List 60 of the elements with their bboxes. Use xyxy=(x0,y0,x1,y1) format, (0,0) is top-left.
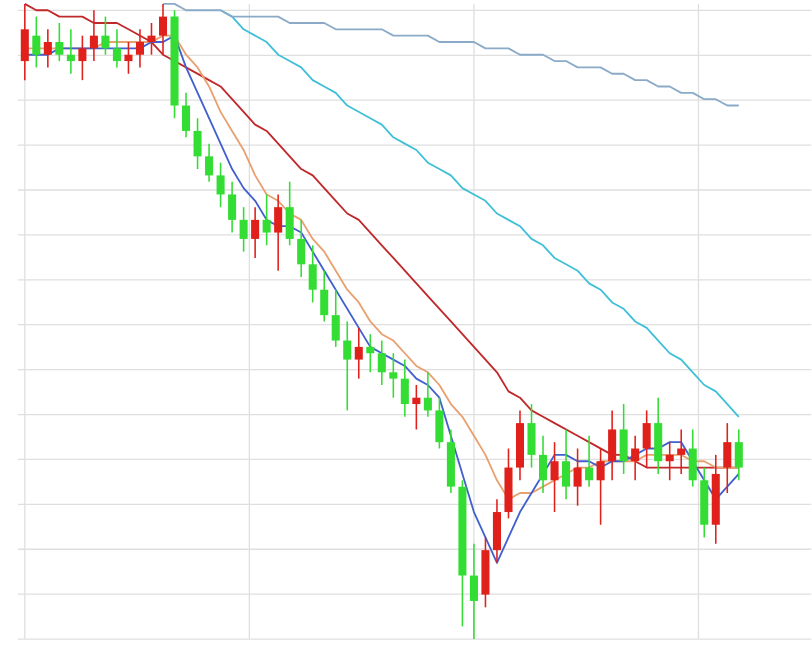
candlestick xyxy=(608,409,617,481)
candlestick xyxy=(631,434,640,481)
candlestick xyxy=(562,428,571,500)
candlestick xyxy=(251,206,260,259)
candlestick xyxy=(135,28,144,68)
candlestick xyxy=(677,428,686,475)
candlestick xyxy=(343,320,352,411)
candlestick xyxy=(55,21,64,62)
candlestick xyxy=(734,428,743,481)
candlestick xyxy=(193,117,202,170)
candlestick xyxy=(43,28,52,68)
candlestick xyxy=(504,447,513,519)
candlestick xyxy=(101,15,110,56)
candlestick xyxy=(182,91,191,138)
candlestick xyxy=(539,434,548,494)
candlestick xyxy=(124,41,133,75)
candlestick xyxy=(585,434,594,488)
candlestick xyxy=(527,403,536,469)
candlestick xyxy=(308,244,317,303)
candlestick xyxy=(654,396,663,475)
candlestick xyxy=(112,28,121,68)
candlestick xyxy=(550,441,559,513)
candlestick xyxy=(262,193,271,246)
candlestick xyxy=(573,447,582,507)
candlestick xyxy=(469,542,478,640)
candlestick xyxy=(423,371,432,418)
candlestick xyxy=(158,2,168,56)
candlestick xyxy=(665,441,674,481)
candlestick xyxy=(446,428,455,494)
candlestick xyxy=(723,422,732,494)
candlestick xyxy=(297,218,306,278)
candlestick xyxy=(412,384,421,431)
candlestick xyxy=(377,339,386,386)
candlestick xyxy=(147,21,156,56)
candlestick xyxy=(400,358,409,418)
candlestick xyxy=(642,409,651,469)
candlestick xyxy=(596,447,605,526)
candlestick xyxy=(89,9,98,62)
candlestick xyxy=(239,206,248,253)
candlestick xyxy=(354,326,363,380)
candlestick xyxy=(32,15,41,68)
candlestick xyxy=(20,2,29,81)
candlestick xyxy=(700,466,709,538)
candlestick xyxy=(366,333,375,373)
candlestick xyxy=(285,180,294,246)
candlestick xyxy=(492,498,501,564)
candlestick xyxy=(274,193,283,272)
candlestick xyxy=(216,161,225,208)
candlestick xyxy=(205,142,214,183)
candlestick xyxy=(688,428,697,488)
candlestick xyxy=(435,396,444,450)
candlestick xyxy=(481,536,490,608)
candlestick xyxy=(66,28,75,75)
candlestick xyxy=(78,34,87,81)
candlestick xyxy=(389,352,398,399)
candlestick xyxy=(320,269,329,323)
candlestick xyxy=(515,409,525,481)
candlestick xyxy=(331,288,340,348)
candlestick xyxy=(619,403,628,475)
candlestick xyxy=(228,180,237,234)
